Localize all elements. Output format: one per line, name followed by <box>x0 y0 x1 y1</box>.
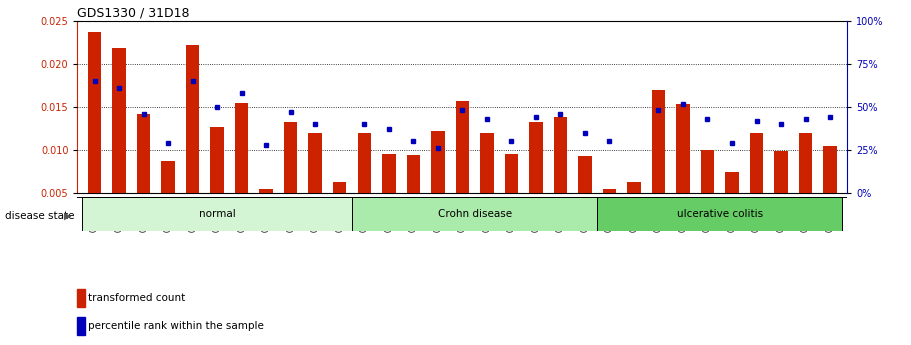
Bar <box>352 197 598 231</box>
Text: normal: normal <box>199 209 236 219</box>
Bar <box>210 127 224 236</box>
Text: ulcerative colitis: ulcerative colitis <box>677 209 763 219</box>
Bar <box>627 182 640 236</box>
Bar <box>799 133 813 236</box>
Bar <box>357 133 371 236</box>
Bar <box>578 156 591 236</box>
Bar <box>431 131 445 236</box>
Bar <box>161 161 175 236</box>
Text: Crohn disease: Crohn disease <box>437 209 512 219</box>
Text: ▶: ▶ <box>64 211 71 220</box>
Bar <box>87 32 101 236</box>
Bar <box>284 122 298 236</box>
Bar <box>235 103 249 236</box>
Bar <box>77 317 85 335</box>
Bar <box>382 155 395 236</box>
Bar <box>676 104 690 236</box>
Text: disease state: disease state <box>5 211 74 220</box>
Text: transformed count: transformed count <box>88 293 186 303</box>
Text: GDS1330 / 31D18: GDS1330 / 31D18 <box>77 7 189 20</box>
Bar <box>186 45 200 236</box>
Bar <box>750 133 763 236</box>
Bar <box>603 189 616 236</box>
Bar <box>529 122 543 236</box>
Bar <box>480 133 494 236</box>
Bar <box>774 151 788 236</box>
Bar <box>77 289 85 307</box>
Bar <box>309 133 322 236</box>
Text: percentile rank within the sample: percentile rank within the sample <box>88 321 264 331</box>
Bar <box>651 90 665 236</box>
Bar <box>137 114 150 236</box>
Bar <box>333 182 346 236</box>
Bar <box>260 189 273 236</box>
Bar <box>456 101 469 236</box>
Bar <box>598 197 843 231</box>
Bar <box>554 117 568 236</box>
Bar <box>505 155 518 236</box>
Bar <box>82 197 352 231</box>
Bar <box>824 146 837 236</box>
Bar <box>725 171 739 236</box>
Bar <box>701 150 714 236</box>
Bar <box>406 155 420 236</box>
Bar <box>112 48 126 236</box>
